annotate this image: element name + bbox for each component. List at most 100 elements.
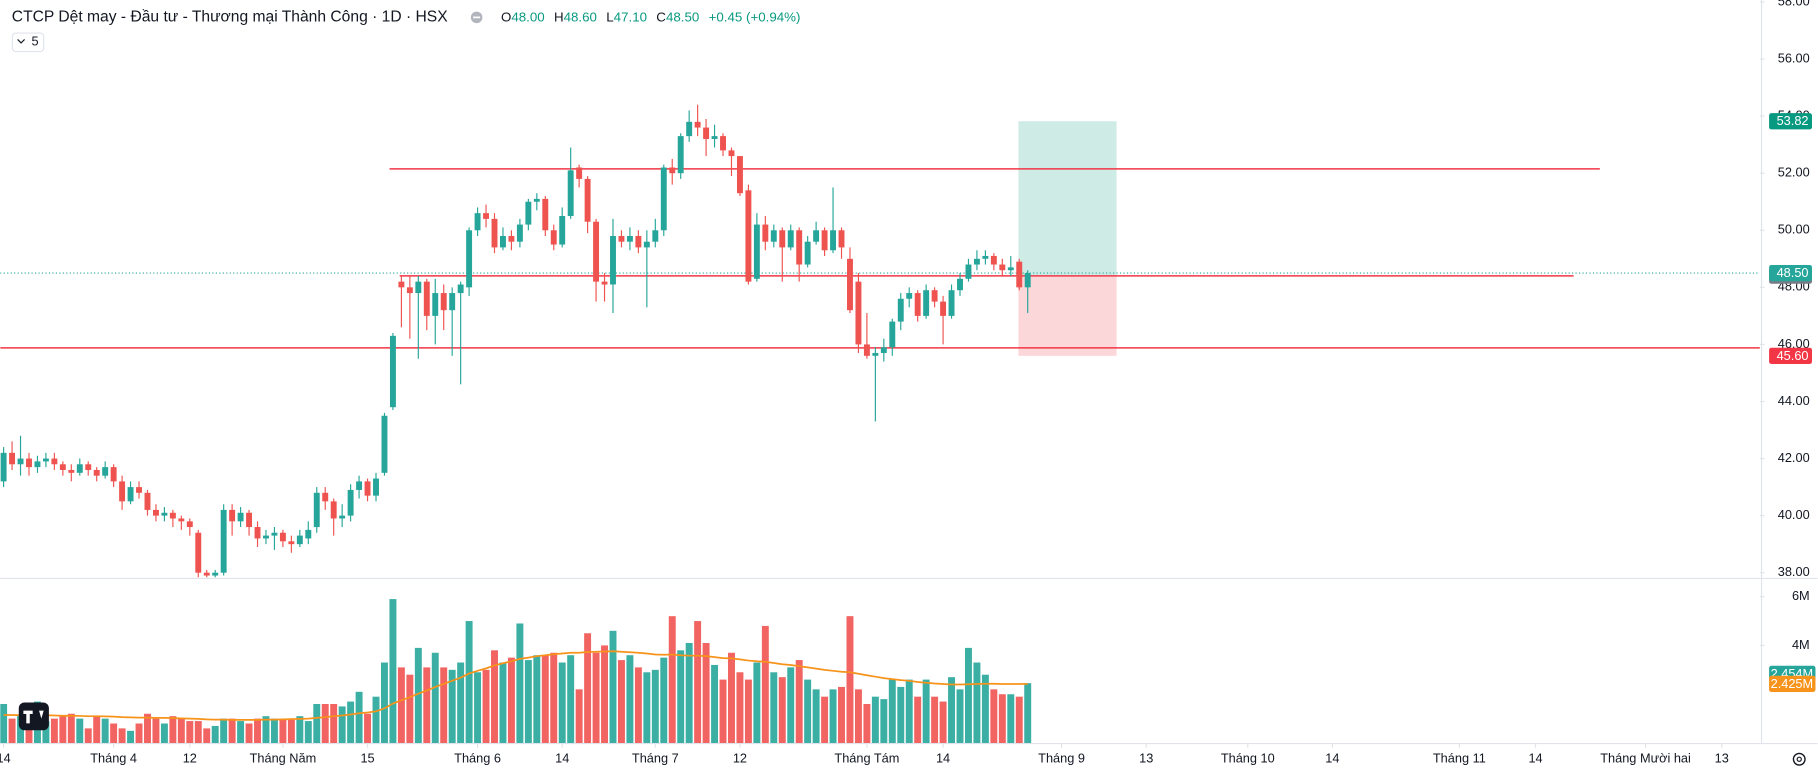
candle-body bbox=[271, 532, 278, 536]
candle-body bbox=[897, 298, 904, 322]
candle-body bbox=[889, 321, 896, 348]
volume-bar bbox=[643, 672, 651, 744]
candle-body bbox=[559, 216, 566, 245]
candle-body bbox=[389, 335, 396, 408]
candle-body bbox=[804, 241, 811, 265]
candle-body bbox=[914, 293, 921, 316]
x-tick-label: Tháng 10 bbox=[1221, 751, 1275, 766]
indicator-toggle[interactable] bbox=[11, 32, 45, 53]
volume-bar bbox=[347, 701, 355, 744]
volume-bar bbox=[702, 643, 710, 744]
candle-body bbox=[313, 492, 320, 528]
volume-bar bbox=[668, 616, 676, 744]
candle-body bbox=[263, 535, 269, 539]
candle-body bbox=[516, 224, 523, 242]
loss-zone bbox=[1018, 275, 1117, 356]
candle-body bbox=[0, 452, 7, 482]
candle-body bbox=[626, 235, 633, 242]
candle-body bbox=[736, 156, 743, 194]
candle-body bbox=[830, 230, 837, 251]
volume-bar bbox=[152, 718, 160, 744]
x-tick-label: 14 bbox=[1528, 751, 1542, 766]
volume-bar bbox=[558, 662, 566, 744]
candle-body bbox=[9, 452, 16, 465]
volume-bar bbox=[0, 703, 8, 744]
volume-bar bbox=[42, 721, 50, 744]
price-tag-label: 45.60 bbox=[1777, 348, 1809, 363]
settings-icon[interactable] bbox=[1792, 752, 1806, 766]
volume-bar bbox=[330, 703, 338, 744]
symbol-title[interactable]: CTCP Dệt may - Đầu tư - Thương mại Thành… bbox=[12, 9, 448, 26]
ohlc-legend: O48.00 H48.60 L47.10 C48.50 +0.45 (+0.94%) bbox=[501, 9, 800, 24]
candle-body bbox=[500, 235, 506, 248]
candle-body bbox=[356, 481, 363, 490]
candle-body bbox=[339, 515, 346, 519]
candle-body bbox=[694, 121, 701, 128]
candle-body bbox=[872, 352, 879, 356]
candle-body bbox=[753, 224, 760, 279]
x-tick-label: 14 bbox=[936, 751, 950, 766]
y-tick-label: 38.00 bbox=[1778, 564, 1810, 579]
x-tick-label: Tháng Tám bbox=[834, 751, 899, 766]
volume-bar bbox=[237, 721, 245, 744]
x-tick-label: Tháng 9 bbox=[1038, 751, 1085, 766]
volume-bar bbox=[254, 718, 261, 744]
volume-bar bbox=[364, 713, 372, 744]
candle-body bbox=[457, 284, 464, 294]
volume-bar bbox=[880, 699, 888, 744]
candle-body bbox=[440, 293, 447, 311]
candle-body bbox=[449, 293, 456, 311]
volume-tag bbox=[1769, 675, 1816, 692]
candle-body bbox=[432, 293, 439, 316]
candle-body bbox=[26, 458, 32, 468]
candle-body bbox=[229, 509, 236, 522]
volume-bar bbox=[270, 718, 278, 744]
tv-logo-box bbox=[18, 702, 49, 731]
volume-bar bbox=[381, 662, 388, 744]
legend-key: L bbox=[606, 9, 613, 24]
candle-body bbox=[948, 290, 955, 316]
candle-body bbox=[525, 201, 532, 225]
tv-logo-mark bbox=[23, 710, 44, 724]
volume-bar bbox=[863, 703, 871, 744]
candle-body bbox=[186, 521, 193, 528]
candle-body bbox=[364, 481, 371, 496]
x-tick-label: Tháng 7 bbox=[632, 751, 679, 766]
candle-body bbox=[787, 230, 794, 248]
x-tick-label: 12 bbox=[733, 751, 747, 766]
volume-bar bbox=[491, 650, 498, 744]
candle-body bbox=[42, 458, 49, 462]
candle-body bbox=[1007, 267, 1014, 271]
candle-body bbox=[212, 572, 219, 576]
header: CTCP Dệt may - Đầu tư - Thương mại Thành… bbox=[11, 9, 800, 53]
volume-bar bbox=[905, 679, 913, 744]
candle-body bbox=[127, 487, 134, 502]
candle-body bbox=[669, 167, 676, 174]
candle-body bbox=[178, 518, 185, 522]
candle-body bbox=[93, 469, 100, 476]
volume-bar bbox=[262, 716, 270, 744]
candle-body bbox=[491, 218, 498, 248]
y-tick-label: 6M bbox=[1792, 588, 1810, 603]
volume-bar bbox=[821, 696, 829, 744]
price-tag-label: 53.82 bbox=[1777, 113, 1809, 128]
tv-logo[interactable] bbox=[18, 702, 49, 731]
price-tag bbox=[1769, 264, 1812, 282]
volume-bar bbox=[871, 696, 879, 744]
x-tick-label: 13 bbox=[1139, 751, 1153, 766]
volume-bar bbox=[423, 667, 431, 744]
candle-body bbox=[152, 509, 159, 516]
volume-bar bbox=[321, 703, 329, 744]
candle-body bbox=[136, 487, 142, 493]
volume-bar bbox=[144, 713, 151, 744]
volume-bar bbox=[177, 718, 185, 744]
volume-bar bbox=[634, 667, 642, 744]
candle-body bbox=[144, 492, 151, 510]
y-tick-label: 42.00 bbox=[1778, 450, 1810, 465]
volume-bar bbox=[626, 655, 634, 744]
candle-body bbox=[288, 541, 295, 545]
candle-body bbox=[703, 127, 710, 139]
volume-bar bbox=[8, 718, 16, 744]
volume-bar bbox=[101, 718, 109, 744]
